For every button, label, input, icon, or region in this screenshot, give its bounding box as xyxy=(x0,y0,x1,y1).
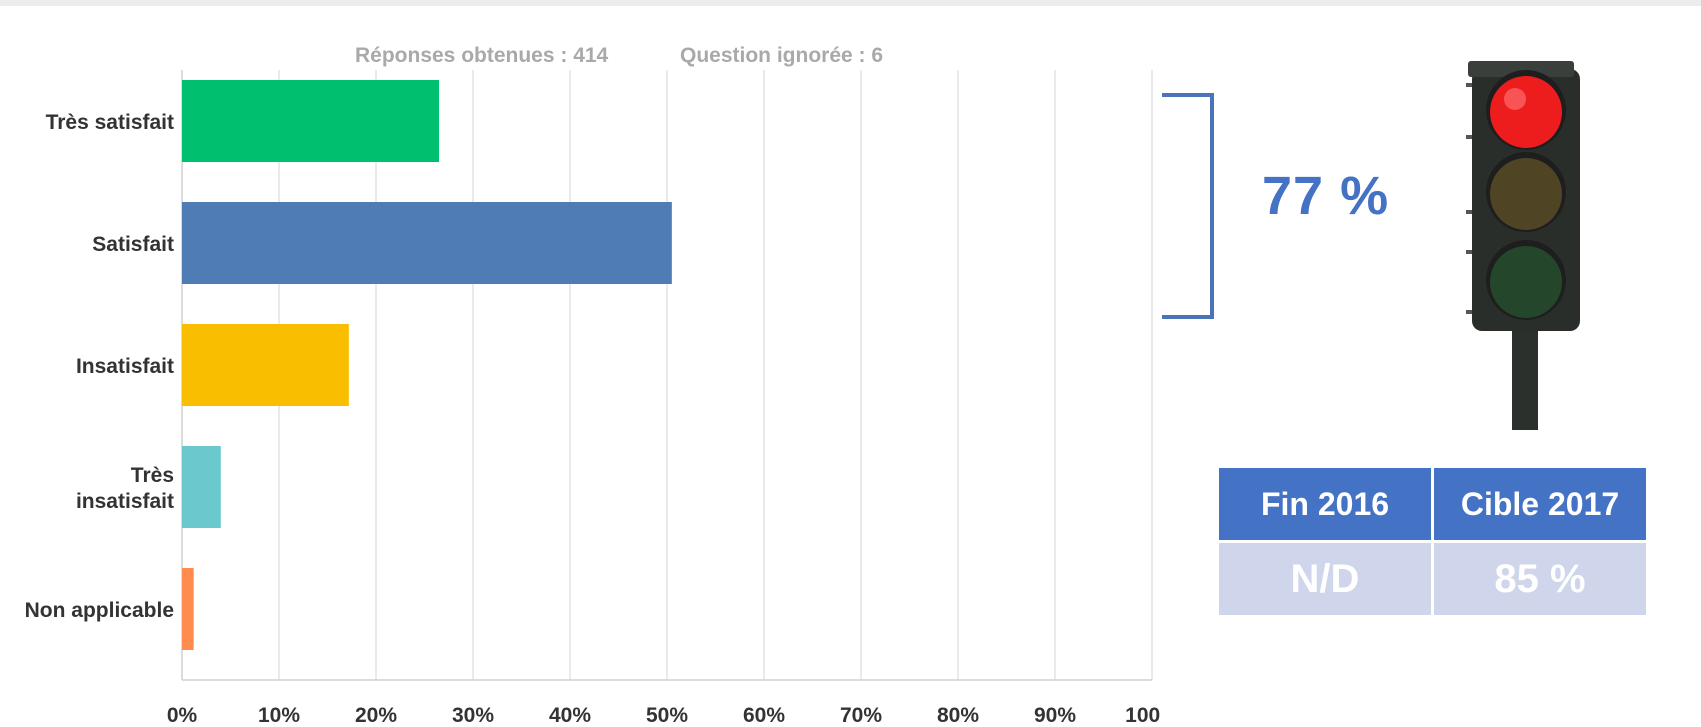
bracket xyxy=(1162,93,1214,319)
red-light xyxy=(1490,76,1562,148)
traffic-light-icon xyxy=(1466,61,1580,430)
yellow-light xyxy=(1490,158,1562,230)
x-tick-label: 40% xyxy=(549,704,591,727)
combined-percentage: 77 % xyxy=(1262,166,1390,226)
x-tick-label: 100% xyxy=(1125,704,1160,727)
top-strip xyxy=(0,0,1701,6)
category-label: Satisfait xyxy=(92,233,174,256)
bars xyxy=(182,80,672,650)
bar xyxy=(182,80,440,162)
value-fin-2016: N/D xyxy=(1219,543,1431,615)
x-tick-label: 20% xyxy=(355,704,397,727)
bar xyxy=(182,324,349,406)
category-labels: Très satisfait Satisfait Insatisfait Très in… xyxy=(25,111,174,622)
responses-label: Réponses obtenues : 414 xyxy=(355,44,609,67)
header-fin-2016: Fin 2016 xyxy=(1219,468,1431,540)
category-label: Très satisfait xyxy=(46,111,174,134)
bar-chart: Très satisfait Satisfait Insatisfait Très in… xyxy=(25,44,1160,727)
bar xyxy=(182,446,221,528)
kpi-table: Fin 2016 Cible 2017 N/D 85 % xyxy=(1216,465,1649,618)
x-tick-labels: 0% 10% 20% 30% 40% 50% 60% 70% 80% 90% 100% xyxy=(167,704,1160,727)
value-cible-2017: 85 % xyxy=(1434,543,1646,615)
category-label: insatisfait xyxy=(76,490,174,513)
bar xyxy=(182,568,194,650)
bar xyxy=(182,202,672,284)
category-label: Non applicable xyxy=(25,599,174,622)
green-light xyxy=(1490,246,1562,318)
ignored-label: Question ignorée : 6 xyxy=(680,44,883,67)
x-tick-label: 10% xyxy=(258,704,300,727)
x-tick-label: 80% xyxy=(937,704,979,727)
category-label: Très xyxy=(131,464,174,487)
x-tick-label: 60% xyxy=(743,704,785,727)
x-tick-label: 0% xyxy=(167,704,198,727)
x-tick-label: 30% xyxy=(452,704,494,727)
header-cible-2017: Cible 2017 xyxy=(1434,468,1646,540)
x-tick-label: 70% xyxy=(840,704,882,727)
x-tick-label: 90% xyxy=(1034,704,1076,727)
x-tick-label: 50% xyxy=(646,704,688,727)
category-label: Insatisfait xyxy=(76,355,174,378)
